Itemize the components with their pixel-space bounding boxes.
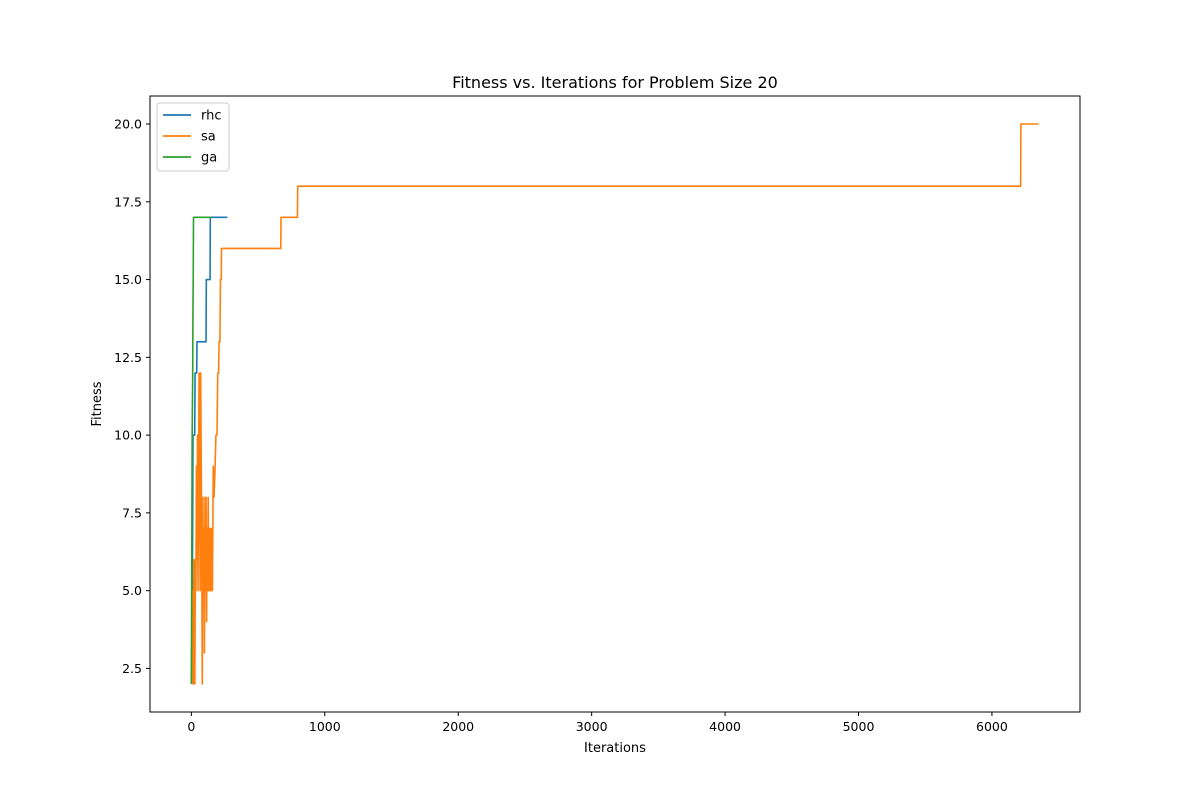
y-tick-label: 2.5 [122, 661, 142, 676]
chart-title: Fitness vs. Iterations for Problem Size … [452, 73, 778, 92]
series-line-sa [190, 123, 1039, 685]
x-tick-label: 0 [187, 719, 195, 734]
y-axis: 2.5 5.0 7.5 10.0 12.5 15.0 17.5 20.0 [114, 117, 150, 676]
y-tick-label: 7.5 [122, 505, 142, 520]
axes-frame [149, 95, 1081, 713]
y-tick-label: 15.0 [114, 272, 142, 287]
y-tick-label: 12.5 [114, 350, 142, 365]
series-line-ga [190, 216, 212, 685]
legend-box [156, 102, 230, 172]
legend-label-sa: sa [201, 130, 216, 145]
y-tick-label: 5.0 [122, 583, 142, 598]
x-tick-label: 6000 [976, 719, 1008, 734]
y-tick-label: 17.5 [114, 194, 142, 209]
series-line-rhc [190, 216, 228, 685]
x-tick-label: 4000 [709, 719, 741, 734]
y-tick-label: 10.0 [114, 428, 142, 443]
x-tick-label: 3000 [576, 719, 608, 734]
x-axis: 0 1000 2000 3000 4000 5000 6000 [187, 712, 1008, 734]
x-tick-label: 1000 [309, 719, 341, 734]
y-tick-label: 20.0 [114, 117, 142, 132]
x-axis-label: Iterations [584, 741, 646, 756]
x-tick-label: 2000 [442, 719, 474, 734]
legend-label-rhc: rhc [201, 109, 222, 124]
y-axis-label: Fitness [90, 381, 105, 426]
legend-label-ga: ga [201, 151, 217, 166]
plot-area [190, 123, 1039, 685]
legend: rhc sa ga [156, 102, 230, 172]
x-tick-label: 5000 [843, 719, 875, 734]
